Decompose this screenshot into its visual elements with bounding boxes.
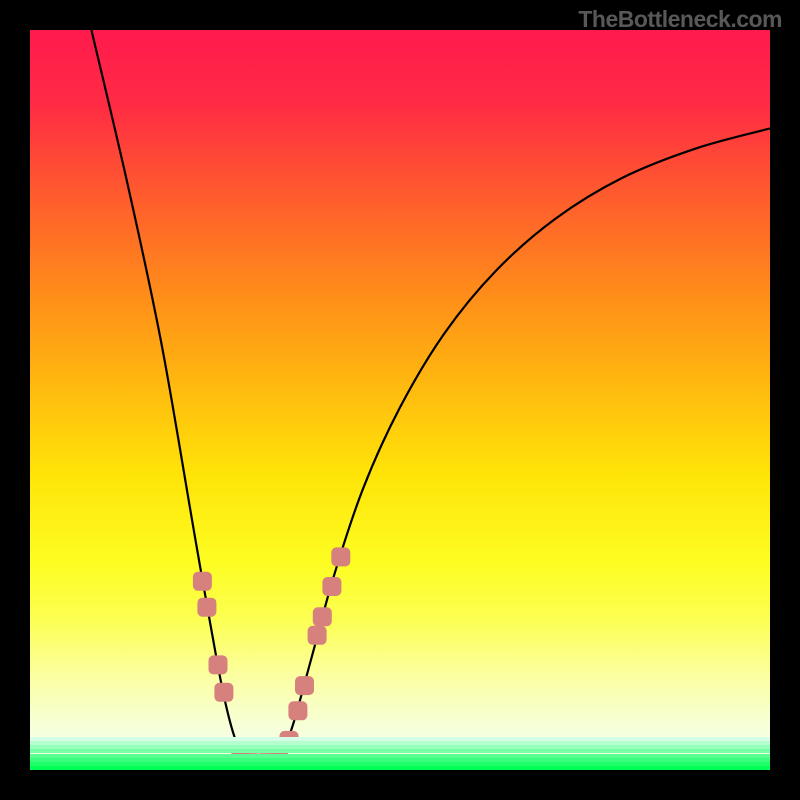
data-marker bbox=[331, 547, 350, 566]
data-marker bbox=[295, 676, 314, 695]
watermark-text: TheBottleneck.com bbox=[578, 6, 782, 33]
chart-svg bbox=[30, 30, 770, 770]
data-marker bbox=[308, 626, 327, 645]
data-marker bbox=[197, 598, 216, 617]
data-marker bbox=[288, 701, 307, 720]
curve-right-branch bbox=[278, 128, 770, 765]
chart-plot-area bbox=[30, 30, 770, 770]
data-marker bbox=[322, 577, 341, 596]
green-strip bbox=[30, 766, 770, 770]
data-marker bbox=[193, 572, 212, 591]
data-marker bbox=[209, 655, 228, 674]
data-marker bbox=[313, 607, 332, 626]
curve-left-branch bbox=[91, 30, 278, 764]
data-marker bbox=[214, 683, 233, 702]
